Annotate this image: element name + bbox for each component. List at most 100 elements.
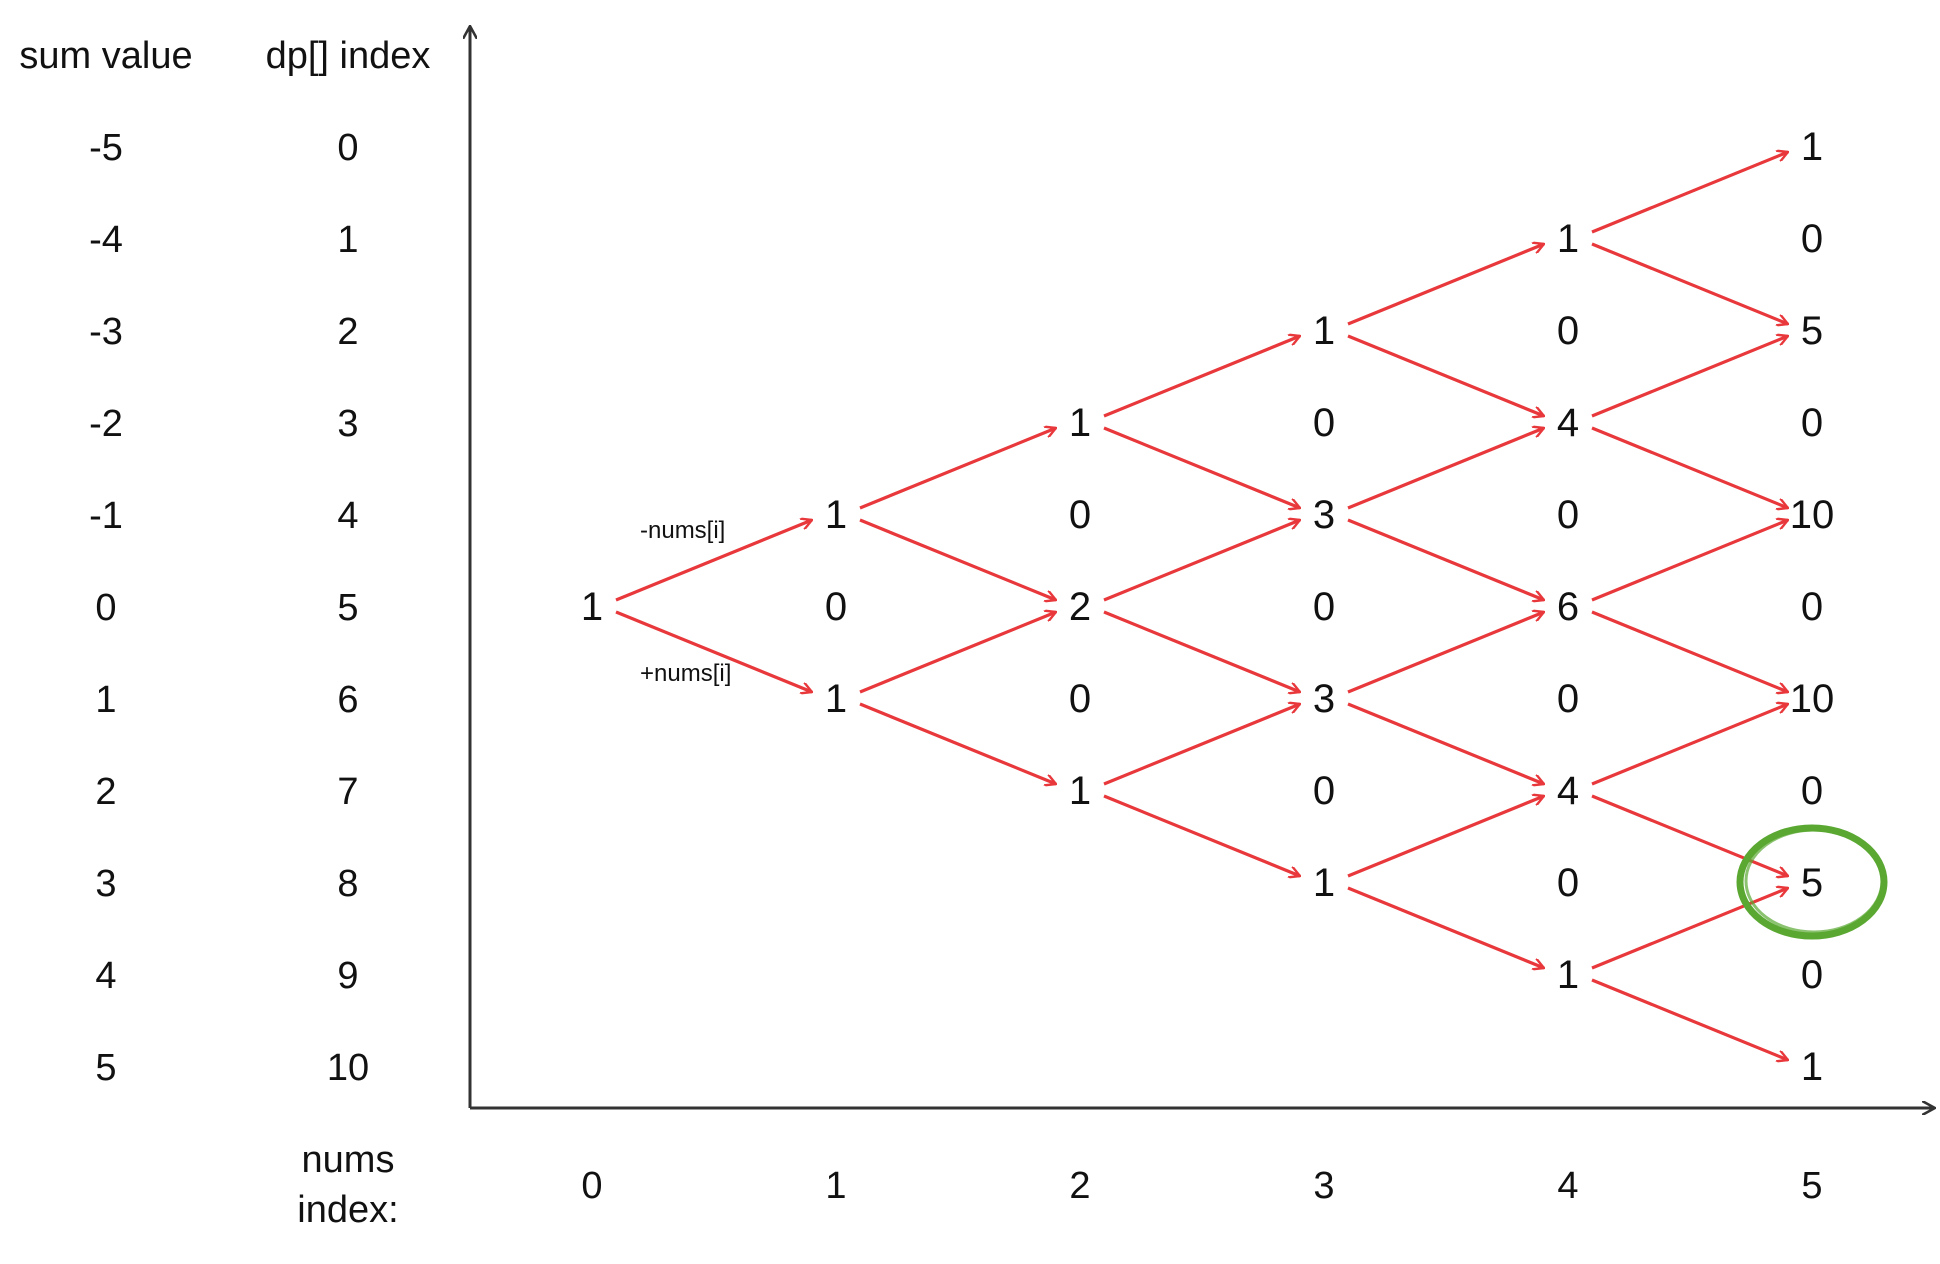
sum-value-label: -5: [89, 127, 123, 169]
nums-index-tick: 5: [1801, 1165, 1822, 1207]
dp-cell-value: 3: [1313, 677, 1335, 721]
dp-cell-value: 5: [1801, 861, 1823, 905]
minus-nums-label: -nums[i]: [640, 517, 725, 544]
dp-cell-value: 1: [1557, 217, 1579, 261]
minus-transition-arrow: [1103, 520, 1300, 602]
minus-transition-arrow: [1347, 244, 1544, 326]
plus-transition-arrow: [859, 702, 1056, 784]
dp-cell-value: 0: [1557, 861, 1579, 905]
dp-index-label: 6: [337, 679, 358, 721]
sum-value-label: -4: [89, 219, 123, 261]
dp-cell-value: 1: [1313, 861, 1335, 905]
dp-index-label: 3: [337, 403, 358, 445]
minus-transition-arrow: [1103, 704, 1300, 786]
dp-index-label: 9: [337, 955, 358, 997]
minus-transition-arrow: [1347, 612, 1544, 694]
sum-value-label: 1: [95, 679, 116, 721]
minus-transition-arrow: [1591, 336, 1788, 418]
dp-cell-value: 3: [1313, 493, 1335, 537]
dp-cell-value: 0: [1801, 953, 1823, 997]
minus-transition-arrow: [1591, 888, 1788, 970]
dp-cell-value: 1: [1069, 769, 1091, 813]
plus-transition-arrow: [1591, 242, 1788, 324]
dp-cell-value: 0: [1557, 493, 1579, 537]
highlight-circle: [1736, 824, 1888, 940]
dp-index-label: 8: [337, 863, 358, 905]
nums-index-ticks: 0 1 2 3 4 5: [581, 1165, 1822, 1207]
dp-index-label: 1: [337, 219, 358, 261]
nums-index-tick: 3: [1313, 1165, 1334, 1207]
dp-cell-value: 0: [1801, 769, 1823, 813]
plus-transition-arrow: [1103, 426, 1300, 508]
nums-index-tick: 1: [825, 1165, 846, 1207]
dp-cell-value: 0: [1313, 769, 1335, 813]
sum-value-column: -5 -4 -3 -2 -1 0 1 2 3 4 5: [89, 127, 123, 1089]
sum-value-label: -1: [89, 495, 123, 537]
transition-arrows: [615, 152, 1788, 1060]
minus-transition-arrow: [859, 428, 1056, 510]
minus-transition-arrow: [1103, 336, 1300, 418]
minus-transition-arrow: [1591, 520, 1788, 602]
sum-value-header: sum value: [19, 35, 192, 77]
dp-cell-value: 0: [1313, 585, 1335, 629]
plus-transition-arrow: [1347, 886, 1544, 968]
plus-transition-arrow: [1103, 610, 1300, 692]
dp-cell-value: 4: [1557, 401, 1579, 445]
nums-index-tick: 2: [1069, 1165, 1090, 1207]
dp-cell-value: 10: [1790, 677, 1835, 721]
dp-index-label: 7: [337, 771, 358, 813]
dp-cell-value: 0: [1557, 677, 1579, 721]
dp-cell-value: 0: [1801, 585, 1823, 629]
plus-transition-arrow: [1591, 794, 1788, 876]
dp-cell-value: 6: [1557, 585, 1579, 629]
dp-index-label: 10: [327, 1047, 369, 1089]
dp-index-header: dp[] index: [266, 35, 431, 77]
nums-index-label-line1: nums: [302, 1139, 395, 1181]
dp-cell-value: 1: [1557, 953, 1579, 997]
dp-cell-value: 1: [1801, 1045, 1823, 1089]
plus-transition-arrow: [1591, 610, 1788, 692]
plus-transition-arrow: [859, 518, 1056, 600]
dp-cell-value: 1: [1801, 125, 1823, 169]
plus-nums-label: +nums[i]: [640, 660, 731, 687]
dp-cell-value: 0: [1069, 493, 1091, 537]
dp-cell-value: 1: [581, 585, 603, 629]
plus-transition-arrow: [1591, 978, 1788, 1060]
sum-value-label: 0: [95, 587, 116, 629]
dp-cell-value: 0: [1801, 401, 1823, 445]
dp-cell-value: 1: [825, 493, 847, 537]
highlight-ring: [1736, 824, 1888, 940]
dp-index-label: 2: [337, 311, 358, 353]
dp-index-label: 0: [337, 127, 358, 169]
minus-transition-arrow: [615, 520, 812, 602]
dp-cell-value: 0: [1069, 677, 1091, 721]
minus-transition-arrow: [1347, 796, 1544, 878]
sum-value-label: 4: [95, 955, 116, 997]
plus-transition-arrow: [1347, 518, 1544, 600]
dp-cell-value: 1: [1313, 309, 1335, 353]
dp-cell-value: 2: [1069, 585, 1091, 629]
dp-cell-value: 4: [1557, 769, 1579, 813]
highlight-ring-inner: [1744, 828, 1884, 934]
plus-transition-arrow: [1591, 426, 1788, 508]
nums-index-tick: 4: [1557, 1165, 1578, 1207]
dp-cell-value: 0: [825, 585, 847, 629]
minus-transition-arrow: [859, 612, 1056, 694]
dp-cell-value: 0: [1313, 401, 1335, 445]
minus-transition-arrow: [1591, 152, 1788, 234]
minus-transition-arrow: [1347, 428, 1544, 510]
dp-cell-value: 1: [1069, 401, 1091, 445]
minus-transition-arrow: [1591, 704, 1788, 786]
nums-index-label-line2: index:: [297, 1189, 398, 1231]
dp-cell-value: 10: [1790, 493, 1835, 537]
sum-value-label: 3: [95, 863, 116, 905]
plus-transition-arrow: [615, 610, 812, 692]
sum-value-label: 5: [95, 1047, 116, 1089]
dp-index-column: 0 1 2 3 4 5 6 7 8 9 10: [327, 127, 369, 1089]
sum-value-label: -3: [89, 311, 123, 353]
dp-index-label: 5: [337, 587, 358, 629]
dp-cell-value: 0: [1557, 309, 1579, 353]
nums-index-tick: 0: [581, 1165, 602, 1207]
